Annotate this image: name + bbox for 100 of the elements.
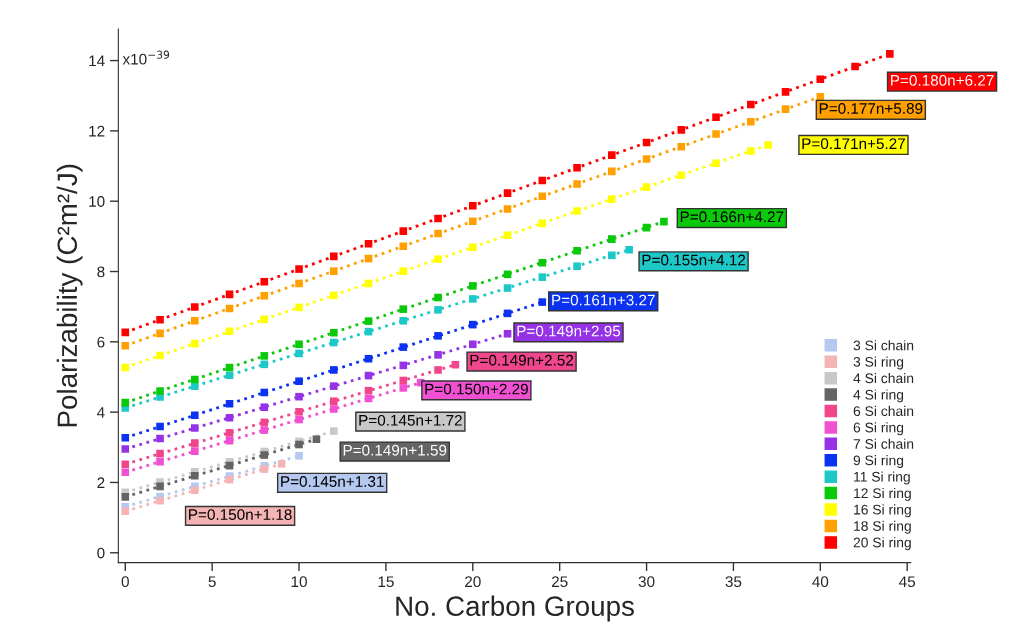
point <box>608 235 616 243</box>
point <box>642 183 651 191</box>
point <box>329 366 338 374</box>
point <box>329 397 338 406</box>
annotation: x10$^{−39}$ <box>122 50 170 65</box>
point <box>295 279 303 288</box>
point <box>851 62 859 71</box>
point <box>190 447 199 455</box>
point <box>712 130 720 138</box>
annotation: P=0.155n+4.12 <box>642 254 746 266</box>
point <box>329 267 338 275</box>
point <box>260 315 269 324</box>
point <box>747 117 755 126</box>
point <box>538 176 547 185</box>
point <box>747 100 755 109</box>
point <box>277 460 286 468</box>
point <box>121 445 130 453</box>
point <box>156 434 164 443</box>
point <box>399 242 408 251</box>
point <box>573 262 581 271</box>
point <box>573 180 581 188</box>
point <box>886 50 894 58</box>
point <box>190 486 199 494</box>
annotation: P=0.177n+5.89 <box>819 103 923 114</box>
point <box>573 246 581 255</box>
legend-label: 3 Si ring <box>853 356 904 370</box>
point <box>225 429 234 437</box>
point <box>329 328 338 337</box>
point <box>329 291 338 300</box>
annotation: P=0.149n+2.95 <box>517 325 621 337</box>
point <box>538 298 547 306</box>
point <box>260 451 269 459</box>
point <box>295 408 303 416</box>
legend-label: 6 Si ring <box>853 422 904 436</box>
point <box>364 317 373 325</box>
point <box>503 284 512 292</box>
point <box>329 427 338 435</box>
point <box>260 277 269 286</box>
point <box>121 341 130 350</box>
point <box>468 243 477 252</box>
point <box>156 329 164 338</box>
legend-label: 9 Si ring <box>853 455 904 469</box>
legend-label: 3 Si chain <box>853 340 914 351</box>
point <box>121 363 130 372</box>
point <box>190 439 199 447</box>
point <box>503 329 512 338</box>
x-axis-title: No. Carbon Groups <box>396 595 634 622</box>
point <box>156 496 164 505</box>
point <box>747 147 755 155</box>
point <box>468 340 477 349</box>
point <box>260 418 269 427</box>
point <box>764 141 772 149</box>
point <box>399 384 408 392</box>
y-tick-label: 14 <box>89 55 105 67</box>
point <box>781 88 790 96</box>
point <box>434 214 442 223</box>
point <box>295 451 303 460</box>
point <box>434 351 442 359</box>
y-tick-label: 4 <box>97 407 105 418</box>
point <box>660 217 668 226</box>
point <box>538 258 547 267</box>
annotation: P=0.149n+2.52 <box>470 354 574 366</box>
x-tick-label: 15 <box>378 576 394 588</box>
point <box>260 352 269 360</box>
point <box>364 239 373 248</box>
point <box>156 422 164 431</box>
y-axis-title: Polarizability (C²m²/J) <box>56 164 83 427</box>
legend-label: 4 Si ring <box>853 389 904 403</box>
point <box>816 75 825 84</box>
point <box>225 413 234 422</box>
point <box>712 113 720 121</box>
point <box>190 471 199 480</box>
point <box>260 360 269 369</box>
point <box>329 338 338 347</box>
point <box>260 403 269 412</box>
point <box>295 415 303 424</box>
point <box>399 316 408 325</box>
annotation: P=0.166n+4.27 <box>680 211 784 223</box>
point <box>434 306 442 314</box>
point <box>608 251 616 260</box>
point <box>260 291 269 300</box>
point <box>712 159 720 168</box>
legend-label: 16 Si ring <box>854 504 911 518</box>
point <box>364 386 373 395</box>
annotation: P=0.180n+6.27 <box>891 74 994 86</box>
point <box>399 267 408 275</box>
point <box>677 142 686 151</box>
point <box>121 328 130 337</box>
y-tick-label: 2 <box>97 477 105 488</box>
point <box>677 126 686 134</box>
point <box>225 399 234 408</box>
point <box>121 468 130 477</box>
point <box>538 192 547 201</box>
point <box>329 252 338 261</box>
point <box>781 105 790 113</box>
point <box>190 411 199 420</box>
x-tick-label: 10 <box>291 576 307 588</box>
point <box>608 167 616 176</box>
point <box>468 320 477 329</box>
x-tick-label: 35 <box>725 576 742 588</box>
